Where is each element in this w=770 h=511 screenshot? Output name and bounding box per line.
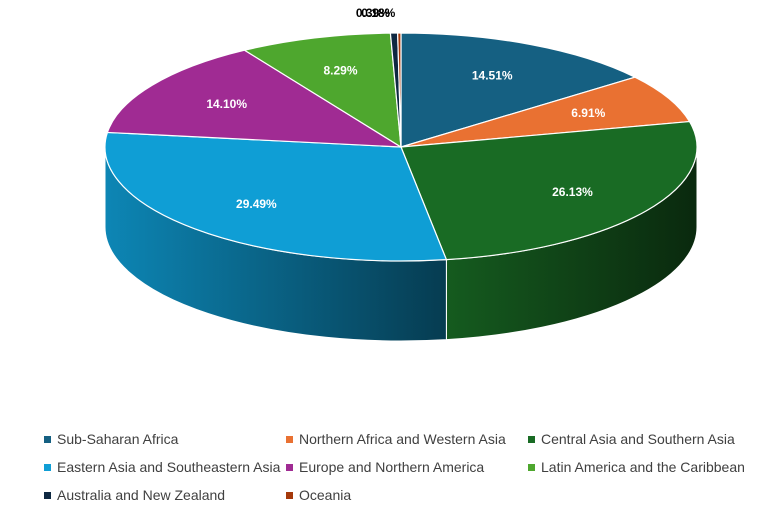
legend-swatch [44,491,51,499]
legend-label: Europe and Northern America [299,459,485,475]
data-label-australia-and-new-zealand: 0.39% [356,6,390,20]
pie-slice-northern-africa-and-western-asia [400,76,691,148]
legend-swatch [44,435,51,443]
legend-label: Australia and New Zealand [57,487,226,503]
pie-chart-svg: 14.51% 6.91% 26.13% 29.49% 14.10% 8.29% 0.39%0… [104,6,698,342]
legend-label: Northern Africa and Western Asia [299,431,506,447]
legend-swatch [44,463,51,471]
legend-label: Central Asia and Southern Asia [541,431,735,447]
data-label-eastern-asia-and-southeastern-asia: 29.49% [236,197,277,211]
legend-item-northern-africa-and-western-asia: Northern Africa and Western Asia [286,428,528,450]
pie-slice-eastern-asia-and-southeastern-asia [104,131,448,262]
legend-swatch [286,491,293,499]
data-label-sub-saharan-africa: 14.51% [472,68,513,82]
pie-slice-sub-saharan-africa [400,32,637,148]
legend-item-oceania: Oceania [286,484,528,506]
data-label-europe-and-northern-america: 14.10% [206,97,247,111]
pie-slice-central-asia-and-southern-asia [400,120,698,261]
legend-label: Oceania [299,487,352,503]
legend-item-central-asia-and-southern-asia: Central Asia and Southern Asia [528,428,764,450]
pie-slice-oceania [397,32,402,148]
legend-swatch [528,435,535,443]
legend-label: Latin America and the Caribbean [541,459,745,475]
chart-legend: Sub-Saharan Africa Northern Africa and We… [44,428,764,506]
legend-item-australia-and-new-zealand: Australia and New Zealand [44,484,286,506]
legend-item-sub-saharan-africa: Sub-Saharan Africa [44,428,286,450]
pie-slice-europe-and-northern-america [106,49,402,148]
legend-swatch [286,435,293,443]
pie-chart: 14.51% 6.91% 26.13% 29.49% 14.10% 8.29% 0.39% 0… [104,6,698,342]
legend-item-europe-and-northern-america: Europe and Northern America [286,456,528,478]
legend-item-eastern-asia-and-southeastern-asia: Eastern Asia and Southeastern Asia [44,456,286,478]
legend-swatch [528,463,535,471]
data-label-oceania: 0.18% [361,6,395,20]
legend-swatch [286,463,293,471]
data-label-latin-america-and-the-caribbean: 8.29% [323,64,357,78]
legend-item-latin-america-and-the-caribbean: Latin America and the Caribbean [528,456,764,478]
legend-label: Eastern Asia and Southeastern Asia [57,459,281,475]
legend-label: Sub-Saharan Africa [57,431,179,447]
pie-slice-latin-america-and-the-caribbean [243,32,402,149]
data-label-northern-africa-and-western-asia: 6.91% [571,106,605,120]
data-label-central-asia-and-southern-asia: 26.13% [552,185,593,199]
